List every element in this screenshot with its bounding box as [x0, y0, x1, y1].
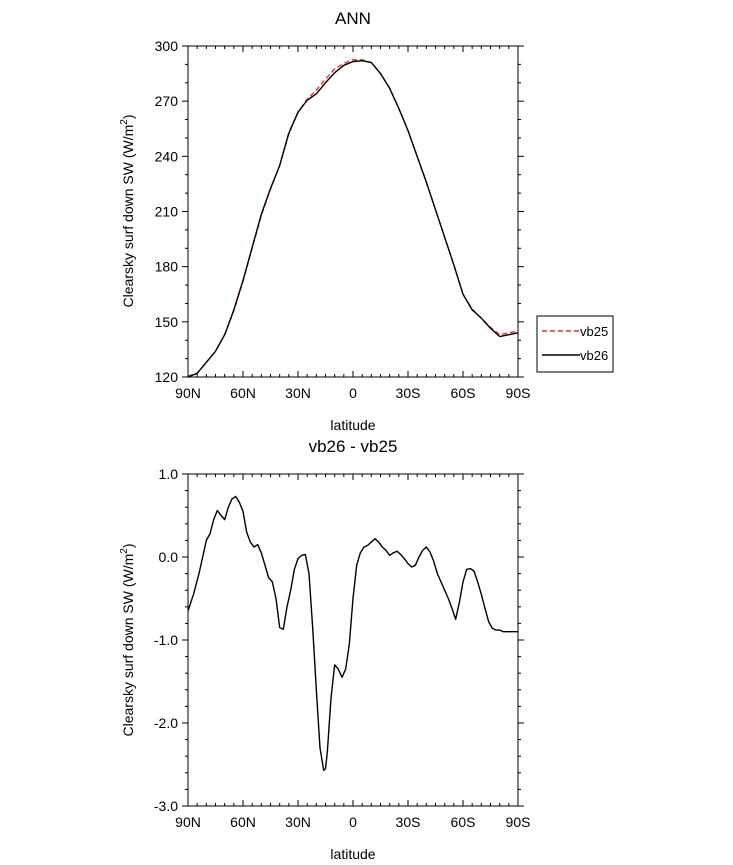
top-x-tick-label: 30N	[285, 385, 311, 401]
bottom-x-tick-label: 90N	[175, 814, 201, 830]
legend: vb25 vb26	[536, 315, 614, 373]
bottom-y-tick-label: 0.0	[159, 549, 179, 565]
bottom-series-vb26-vb25	[187, 495, 518, 772]
top-y-tick-label: 180	[155, 259, 179, 275]
top-x-tick-label: 90S	[506, 385, 531, 401]
top-panel: ANN 90N 60N 30N 0 30S 60S 90S 120 150 180 210 240 27…	[119, 9, 614, 433]
top-y-tick-label: 300	[155, 38, 179, 54]
top-x-tick-label: 0	[349, 385, 357, 401]
top-y-tick-label: 240	[155, 148, 179, 164]
top-x-tick-label: 60S	[451, 385, 476, 401]
bottom-x-tick-label: 0	[349, 814, 357, 830]
bottom-series-group	[187, 495, 518, 772]
bottom-x-tick-label: 30N	[285, 814, 311, 830]
legend-box	[536, 315, 614, 373]
top-y-tick-label: 270	[155, 93, 179, 109]
bottom-x-tick-label: 90S	[506, 814, 531, 830]
top-chart-title: ANN	[335, 9, 371, 28]
bottom-y-tick-label: 1.0	[159, 466, 179, 482]
top-x-tick-label: 90N	[175, 385, 201, 401]
bottom-y-tick-label: -3.0	[154, 798, 178, 814]
top-y-tick-label: 210	[155, 204, 179, 220]
bottom-plot-frame	[187, 473, 519, 807]
legend-label-vb25: vb25	[580, 324, 608, 339]
bottom-x-tick-label: 60S	[451, 814, 476, 830]
bottom-panel: vb26 - vb25 90N 60N 30N 0 30S 60S 90S -3.0 -2.0 -…	[119, 437, 530, 862]
top-x-tick-label: 60N	[230, 385, 256, 401]
top-y-tick-label: 150	[155, 314, 179, 330]
top-plot-frame	[187, 45, 519, 378]
bottom-y-tick-label: -1.0	[154, 632, 178, 648]
top-series-vb25	[187, 59, 519, 377]
bottom-chart-title: vb26 - vb25	[309, 437, 398, 456]
bottom-y-axis-label: Clearsky surf down SW (W/m2)	[119, 543, 136, 736]
top-y-tick-label: 120	[155, 369, 179, 385]
bottom-x-tick-label: 60N	[230, 814, 256, 830]
top-x-tick-label: 30S	[396, 385, 421, 401]
bottom-y-tick-label: -2.0	[154, 715, 178, 731]
top-axes: 90N 60N 30N 0 30S 60S 90S 120 150 180 210 240 270 300	[155, 38, 531, 401]
bottom-x-tick-label: 30S	[396, 814, 421, 830]
bottom-x-axis-label: latitude	[330, 846, 375, 862]
legend-label-vb26: vb26	[580, 348, 608, 363]
top-series-vb26	[187, 60, 519, 378]
top-y-axis-label: Clearsky surf down SW (W/m2)	[119, 114, 136, 307]
top-x-axis-label: latitude	[330, 417, 375, 433]
top-series-group	[187, 59, 519, 378]
bottom-axes: 90N 60N 30N 0 30S 60S 90S -3.0 -2.0 -1.0 0.0 1.0	[154, 466, 531, 830]
